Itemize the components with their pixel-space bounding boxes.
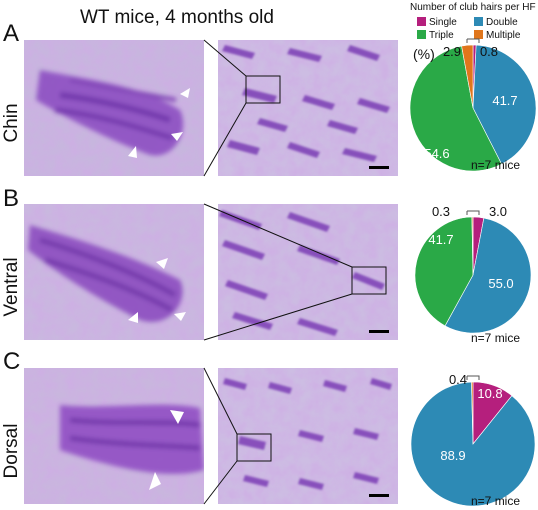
pie-chart-ventral: 55.0 41.7 0.3 3.0 <box>414 204 532 334</box>
pie-label-dorsal-single: 10.8 <box>477 386 502 401</box>
micrograph-dorsal-overview <box>218 368 398 504</box>
pie-slice-chin-multiple <box>461 44 474 109</box>
legend-swatch-multiple <box>474 30 483 39</box>
panel-letter-a: A <box>3 20 20 47</box>
legend-swatch-single <box>417 17 426 26</box>
pie-leader-chin <box>466 38 480 43</box>
pie-slice-ventral-triple <box>414 216 474 327</box>
pie-outer-label-ventral-multiple: 0.3 <box>432 204 450 219</box>
pie-label-ventral-double: 55.0 <box>488 276 513 291</box>
percent-unit: (%) <box>413 46 435 62</box>
legend-label-multiple: Multiple <box>486 30 521 41</box>
pie-slice-dorsal-multiple <box>471 381 474 445</box>
micrograph-dorsal-zoom <box>24 368 204 504</box>
pie-label-chin-triple: 54.6 <box>424 146 449 161</box>
legend-label-triple: Triple <box>429 30 454 41</box>
legend-item-triple: Triple <box>417 30 454 41</box>
pie-slice-chin-double <box>472 44 537 165</box>
pie-leader-ventral <box>466 210 480 215</box>
panel-letter-c: C <box>3 348 21 375</box>
pie-chart-dorsal: 10.8 88.9 0.4 <box>410 372 536 507</box>
figure-title: WT mice, 4 months old <box>80 7 274 28</box>
pie-outer-label-chin-multiple: 2.9 <box>443 44 461 59</box>
legend-label-single: Single <box>429 17 457 28</box>
pie-label-dorsal-double: 88.9 <box>440 448 465 463</box>
micrograph-ventral-zoom <box>24 204 204 340</box>
legend-item-double: Double <box>474 17 518 28</box>
pie-slice-ventral-multiple <box>471 216 474 276</box>
pie-outer-label-dorsal-multiple: 0.4 <box>449 372 467 387</box>
n-label-chin: n=7 mice <box>471 158 521 172</box>
pie-chart-chin: 41.7 54.6 2.9 0.8 <box>409 38 537 172</box>
micrograph-ventral-overview <box>218 204 398 340</box>
legend-swatch-triple <box>417 30 426 39</box>
n-label-dorsal: n=7 mice <box>471 494 521 508</box>
pie-slice-chin-triple <box>409 45 503 172</box>
legend-swatch-double <box>474 17 483 26</box>
pie-label-ventral-triple: 41.7 <box>428 232 453 247</box>
legend-item-single: Single <box>417 17 457 28</box>
micrograph-chin-overview <box>218 40 398 176</box>
pie-slice-ventral-double <box>444 217 532 334</box>
legend-title: Number of club hairs per HF <box>410 2 536 13</box>
pie-outer-label-ventral-single_out: 3.0 <box>489 204 507 219</box>
micrograph-chin-zoom <box>24 40 204 176</box>
legend-item-multiple: Multiple <box>474 30 520 41</box>
legend-label-double: Double <box>486 17 518 28</box>
n-label-ventral: n=7 mice <box>471 331 521 345</box>
pie-label-chin-double: 41.7 <box>492 93 517 108</box>
pie-outer-label-chin-single_out: 0.8 <box>480 44 498 59</box>
pie-leader-dorsal <box>466 375 480 380</box>
panel-letter-b: B <box>3 185 20 212</box>
